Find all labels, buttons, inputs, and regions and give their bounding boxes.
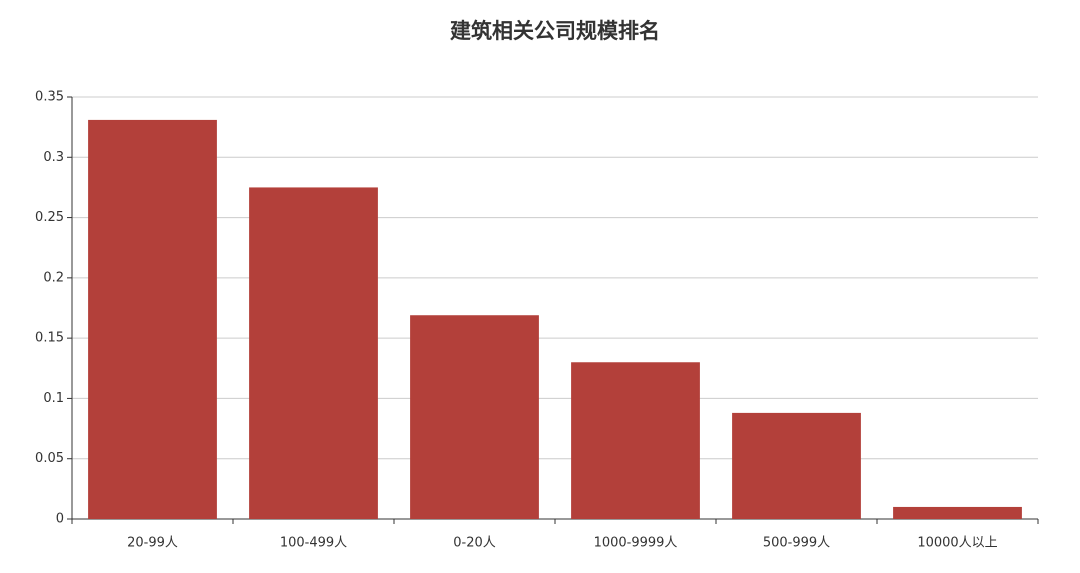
x-tick-label: 1000-9999人 xyxy=(594,536,678,551)
bar xyxy=(571,362,700,519)
bar xyxy=(88,119,217,519)
bar xyxy=(893,506,1022,519)
bar xyxy=(732,412,861,519)
x-tick-label: 20-99人 xyxy=(127,536,178,551)
y-tick-label: 0.3 xyxy=(43,150,64,165)
y-tick-label: 0.2 xyxy=(43,270,64,285)
x-tick-label: 500-999人 xyxy=(763,536,830,551)
y-tick-label: 0.05 xyxy=(35,451,64,466)
y-tick-label: 0.1 xyxy=(43,391,64,406)
y-tick-label: 0.25 xyxy=(35,210,64,225)
y-tick-label: 0.35 xyxy=(35,90,64,105)
chart-title: 建筑相关公司规模排名 xyxy=(450,19,660,43)
x-tick-label: 0-20人 xyxy=(453,536,496,551)
x-tick-label: 100-499人 xyxy=(280,536,347,551)
y-tick-label: 0.15 xyxy=(35,331,64,346)
bar xyxy=(410,315,539,519)
y-tick-label: 0 xyxy=(56,512,64,527)
bar xyxy=(249,187,378,519)
x-tick-label: 10000人以上 xyxy=(917,536,997,551)
